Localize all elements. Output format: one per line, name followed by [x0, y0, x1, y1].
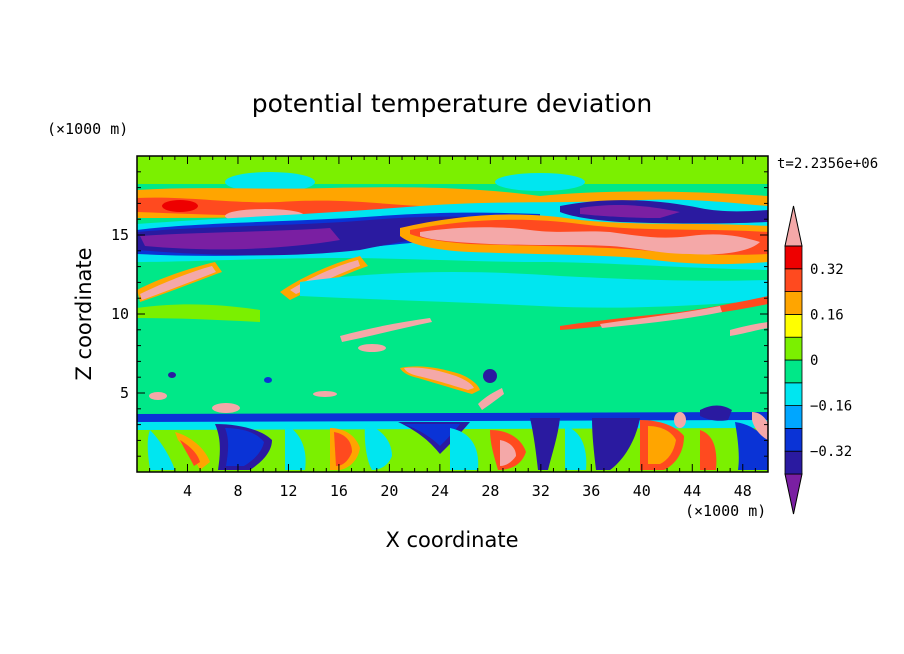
- contour-band: [592, 418, 640, 470]
- x-tick-label: 24: [431, 482, 449, 500]
- x-tick-label: 48: [734, 482, 752, 500]
- contour-band: [483, 369, 497, 383]
- contour-band: [264, 377, 272, 383]
- x-tick-label: 4: [183, 482, 192, 500]
- contour-band: [147, 430, 175, 470]
- contour-band: [225, 172, 315, 192]
- contour-band: [340, 318, 432, 342]
- x-tick-label: 44: [683, 482, 701, 500]
- colorbar-tick-label: −0.32: [810, 444, 852, 460]
- x-axis-label: X coordinate: [385, 528, 518, 552]
- contour-band: [168, 372, 176, 378]
- contour-band: [364, 424, 392, 470]
- x-axis: 4 8 12 16 20 24 28 32 36 40 44 48: [149, 156, 756, 500]
- contour-band: [500, 440, 516, 466]
- contour-band: [180, 440, 200, 466]
- contour-field: [137, 156, 768, 472]
- y-unit-label: (×1000 m): [47, 120, 128, 138]
- contour-band: [674, 412, 686, 428]
- colorbar-tick-label: −0.16: [810, 399, 852, 415]
- contour-band: [560, 296, 768, 330]
- colorbar-bin: [784, 382, 803, 406]
- colorbar-bin: [784, 359, 803, 384]
- contour-band: [404, 424, 460, 446]
- contour-band: [313, 391, 337, 397]
- colorbar-bin: [784, 450, 803, 475]
- contour-band: [358, 344, 386, 352]
- contour-band: [212, 403, 240, 413]
- chart-title: potential temperature deviation: [252, 89, 652, 118]
- contour-band: [752, 412, 768, 440]
- x-tick-label: 20: [380, 482, 398, 500]
- plot-area: [137, 156, 768, 472]
- contour-band: [450, 428, 479, 470]
- contour-band: [735, 422, 768, 470]
- colorbar-underflow: [784, 473, 803, 515]
- colorbar-tick-label: 0.32: [810, 262, 844, 278]
- y-axis: 5 10 15: [111, 171, 768, 457]
- x-tick-label: 36: [582, 482, 600, 500]
- y-axis-label: Z coordinate: [72, 247, 96, 380]
- contour-band: [140, 228, 340, 250]
- contour-band: [700, 405, 732, 421]
- contour-band: [140, 266, 216, 300]
- contour-band: [600, 306, 722, 328]
- contour-band: [420, 227, 760, 255]
- colorbar-overflow: [784, 205, 803, 247]
- x-tick-label: 16: [330, 482, 348, 500]
- contour-band: [149, 392, 167, 400]
- x-tick-label: 32: [532, 482, 550, 500]
- contour-band: [700, 430, 717, 470]
- colorbar-bin: [784, 268, 803, 292]
- contour-band: [334, 432, 352, 466]
- colorbar: 0.32 0.16 0 −0.16 −0.32: [784, 205, 852, 515]
- y-tick-label: 10: [111, 305, 129, 323]
- x-tick-label: 40: [633, 482, 651, 500]
- contour-band: [404, 367, 474, 390]
- y-tick-label: 15: [111, 226, 129, 244]
- contour-band: [285, 424, 306, 470]
- contour-band: [137, 304, 260, 322]
- x-tick-label: 12: [279, 482, 297, 500]
- contour-band: [495, 173, 585, 191]
- x-tick-label: 28: [481, 482, 499, 500]
- contour-band: [225, 428, 264, 466]
- colorbar-bin: [784, 405, 803, 429]
- time-label: t=2.2356e+06: [777, 156, 878, 172]
- contour-band: [162, 200, 198, 212]
- contour-band: [565, 426, 587, 470]
- colorbar-bin: [784, 427, 803, 452]
- colorbar-bin: [784, 313, 803, 338]
- contour-band: [478, 388, 504, 410]
- contour-band: [648, 426, 676, 464]
- y-tick-label: 5: [120, 384, 129, 402]
- colorbar-tick-label: 0.16: [810, 307, 844, 323]
- x-unit-label: (×1000 m): [685, 502, 766, 520]
- contour-band: [530, 418, 560, 470]
- colorbar-bin: [784, 336, 803, 361]
- contour-band: [300, 272, 768, 308]
- contour-band: [580, 205, 680, 218]
- contour-band: [730, 322, 768, 336]
- x-tick-label: 8: [233, 482, 242, 500]
- colorbar-bin: [784, 291, 803, 315]
- colorbar-bin: [784, 245, 803, 270]
- colorbar-tick-label: 0: [810, 353, 818, 369]
